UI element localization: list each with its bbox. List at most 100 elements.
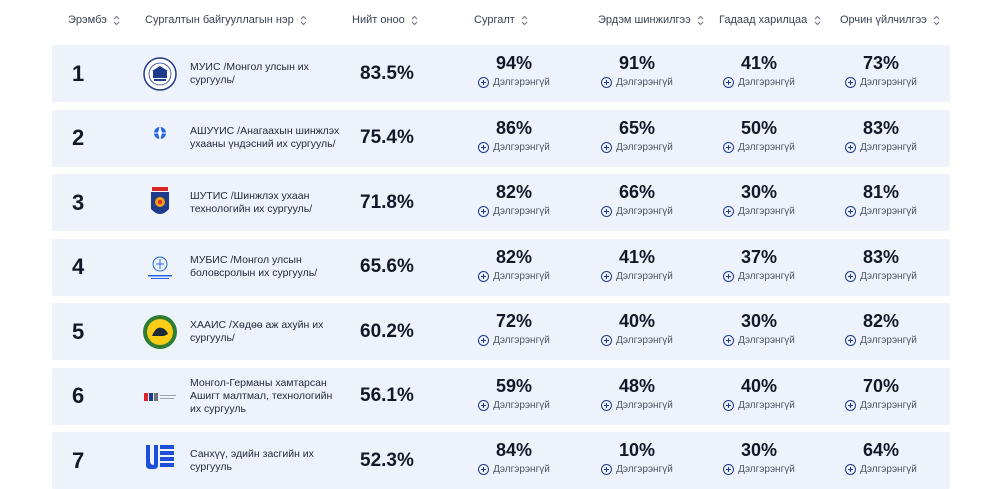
plus-circle-icon [478, 141, 490, 153]
table-row[interactable]: 1 МУИС /Монгол улсын их сургууль/83.5% 94%… [52, 45, 950, 102]
sort-icon [411, 14, 419, 26]
rank-number: 4 [72, 254, 85, 279]
details-link[interactable]: Дэлгэрэнгүй [723, 399, 795, 411]
research-score: 91% [618, 53, 656, 73]
sort-name-header[interactable]: Сургалтын байгууллагын нэр [145, 14, 308, 26]
sort-international-header[interactable]: Гадаад харилцаа [719, 14, 821, 26]
details-link[interactable]: Дэлгэрэнгүй [845, 270, 917, 282]
details-link[interactable]: Дэлгэрэнгүй [601, 270, 673, 282]
shutis-logo [142, 185, 178, 221]
international-score-cell: 50% Дэлгэрэнгүй [704, 117, 814, 158]
sort-icon [813, 14, 821, 26]
table-row[interactable]: 6 Монгол-Германы хамтарсан Ашигт малтмал,… [52, 367, 950, 425]
sort-total-header[interactable]: Нийт оноо [352, 14, 419, 26]
plus-circle-icon [723, 335, 735, 346]
details-link[interactable]: Дэлгэрэнгүй [478, 270, 550, 282]
details-link[interactable]: Дэлгэрэнгүй [723, 77, 795, 88]
details-link[interactable]: Дэлгэрэнгүй [845, 335, 917, 346]
details-link[interactable]: Дэлгэрэнгүй [478, 141, 550, 153]
international-score: 50% [740, 117, 778, 138]
details-label: Дэлгэрэнгүй [738, 141, 795, 153]
teaching-score: 59% [495, 375, 533, 396]
details-label: Дэлгэрэнгүй [860, 270, 917, 282]
details-link[interactable]: Дэлгэрэнгүй [601, 464, 673, 475]
plus-circle-icon [478, 464, 490, 475]
teaching-score: 84% [495, 440, 533, 460]
details-link[interactable]: Дэлгэрэнгүй [723, 206, 795, 217]
plus-circle-icon [845, 141, 857, 153]
details-link[interactable]: Дэлгэрэнгүй [478, 77, 550, 88]
details-link[interactable]: Дэлгэрэнгүй [845, 141, 917, 153]
teaching-score: 82% [495, 182, 533, 202]
sort-teaching-header[interactable]: Сургалт [474, 14, 529, 26]
details-link[interactable]: Дэлгэрэнгүй [478, 335, 550, 346]
table-row[interactable]: 4 МУБИС /Монгол улсын боловсролын их сург… [52, 238, 950, 296]
details-link[interactable]: Дэлгэрэнгүй [723, 335, 795, 346]
table-header: Эрэмбэ Сургалтын байгууллагын нэр Нийт о… [52, 0, 950, 40]
details-link[interactable]: Дэлгэрэнгүй [601, 206, 673, 217]
university-name[interactable]: Санхүү, эдийн засгийн их сургууль [190, 447, 314, 473]
details-label: Дэлгэрэнгүй [616, 77, 673, 88]
rank-number: 3 [72, 189, 85, 215]
university-name[interactable]: МУИС /Монгол улсын их сургууль/ [190, 60, 309, 86]
sort-service-header[interactable]: Орчин үйлчилгээ [840, 14, 941, 26]
table-row[interactable]: 7 Санхүү, эдийн засгийн их сургууль 52.3% 8… [52, 432, 950, 489]
total-score: 71.8% [360, 191, 414, 213]
ashuuis-logo [142, 121, 178, 157]
teaching-score-cell: 59% Дэлгэрэнгүй [459, 375, 569, 416]
plus-circle-icon [478, 206, 490, 217]
details-label: Дэлгэрэнгүй [738, 206, 795, 217]
plus-circle-icon [723, 464, 735, 475]
details-label: Дэлгэрэнгүй [738, 270, 795, 282]
sort-research-header[interactable]: Эрдэм шинжилгээ [598, 14, 705, 26]
details-label: Дэлгэрэнгүй [860, 77, 917, 88]
research-score-cell: 66% Дэлгэрэнгүй [582, 181, 692, 222]
international-score-cell: 41% Дэлгэрэнгүй [704, 52, 814, 93]
total-score: 52.3% [360, 449, 414, 471]
details-link[interactable]: Дэлгэрэнгүй [478, 399, 550, 411]
research-score-cell: 65% Дэлгэрэнгүй [582, 117, 692, 158]
details-link[interactable]: Дэлгэрэнгүй [723, 464, 795, 475]
university-name[interactable]: МУБИС /Монгол улсын боловсролын их сургу… [190, 254, 318, 279]
details-link[interactable]: Дэлгэрэнгүй [478, 206, 550, 217]
service-score-cell: 70% Дэлгэрэнгүй [826, 375, 936, 416]
details-link[interactable]: Дэлгэрэнгүй [478, 464, 550, 475]
plus-circle-icon [723, 206, 735, 217]
service-score: 81% [862, 182, 900, 202]
teaching-score-cell: 94% Дэлгэрэнгүй [459, 52, 569, 93]
details-link[interactable]: Дэлгэрэнгүй [601, 335, 673, 346]
details-link[interactable]: Дэлгэрэнгүй [601, 399, 673, 411]
details-link[interactable]: Дэлгэрэнгүй [601, 141, 673, 153]
details-label: Дэлгэрэнгүй [616, 141, 673, 153]
university-name[interactable]: ШУТИС /Шинжлэх ухаан технологийн их сург… [190, 189, 313, 215]
details-link[interactable]: Дэлгэрэнгүй [845, 206, 917, 217]
university-name[interactable]: АШУҮИС /Анагаахын шинжлэх ухааны үндэсни… [190, 125, 340, 150]
university-name[interactable]: ХААИС /Хөдөө аж ахуйн их сургууль/ [190, 318, 324, 344]
table-row[interactable]: 3 ШУТИС /Шинжлэх ухаан технологийн их сур… [52, 174, 950, 231]
rank-number: 5 [72, 318, 85, 344]
research-score-cell: 41% Дэлгэрэнгүй [582, 246, 692, 287]
table-row[interactable]: 2 АШУҮИС /Анагаахын шинжлэх ухааны үндэсн… [52, 109, 950, 167]
details-link[interactable]: Дэлгэрэнгүй [601, 77, 673, 88]
table-row[interactable]: 5 ХААИС /Хөдөө аж ахуйн их сургууль/60.2%… [52, 303, 950, 360]
total-score: 75.4% [360, 127, 414, 148]
details-link[interactable]: Дэлгэрэнгүй [845, 77, 917, 88]
university-name[interactable]: Монгол-Германы хамтарсан Ашигт малтмал, … [190, 376, 333, 415]
details-label: Дэлгэрэнгүй [493, 206, 550, 217]
international-score: 30% [740, 182, 778, 202]
details-link[interactable]: Дэлгэрэнгүй [845, 399, 917, 411]
plus-circle-icon [601, 399, 613, 411]
service-score: 83% [862, 246, 900, 267]
details-link[interactable]: Дэлгэрэнгүй [723, 270, 795, 282]
research-score: 65% [618, 117, 656, 138]
international-score-cell: 30% Дэлгэрэнгүй [704, 310, 814, 351]
plus-circle-icon [601, 270, 613, 282]
international-score: 40% [740, 375, 778, 396]
details-label: Дэлгэрэнгүй [738, 399, 795, 411]
research-score-cell: 40% Дэлгэрэнгүй [582, 310, 692, 351]
sort-rank-header[interactable]: Эрэмбэ [68, 14, 121, 26]
plus-circle-icon [723, 399, 735, 411]
details-link[interactable]: Дэлгэрэнгүй [723, 141, 795, 153]
ufe-logo [142, 443, 178, 479]
details-link[interactable]: Дэлгэрэнгүй [845, 464, 917, 475]
